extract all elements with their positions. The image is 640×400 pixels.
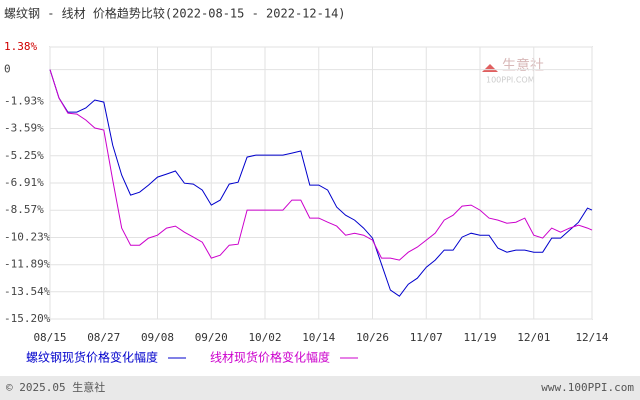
y-tick-label: -8.57% xyxy=(4,203,44,216)
chart-title: 螺纹钢 - 线材 价格趋势比较(2022-08-15 - 2022-12-14) xyxy=(4,6,346,21)
x-tick-label: 12/14 xyxy=(575,331,608,344)
x-tick-label: 10/02 xyxy=(248,331,281,344)
y-tick-label: -13.54% xyxy=(4,285,51,298)
x-tick-label: 09/20 xyxy=(195,331,228,344)
y-tick-label: -11.89% xyxy=(4,258,51,271)
y-tick-label: 0 xyxy=(4,63,11,76)
x-tick-label: 08/15 xyxy=(33,331,66,344)
y-tick-label: -15.20% xyxy=(4,312,51,325)
watermark-sub: 100PPI.COM xyxy=(486,76,535,85)
y-tick-label: 1.38% xyxy=(4,40,37,53)
footer-left: © 2025.05 生意社 xyxy=(6,380,105,394)
watermark: 生意社 xyxy=(502,57,544,74)
legend-label: 线材现货价格变化幅度 xyxy=(210,350,330,365)
x-tick-label: 12/01 xyxy=(517,331,550,344)
x-tick-label: 11/07 xyxy=(410,331,443,344)
y-tick-label: -1.93% xyxy=(4,94,44,107)
y-tick-label: -3.59% xyxy=(4,122,44,135)
x-tick-label: 10/14 xyxy=(302,331,335,344)
x-tick-label: 10/26 xyxy=(356,331,389,344)
footer-bar xyxy=(0,376,640,400)
legend-label: 螺纹钢现货价格变化幅度 xyxy=(26,350,158,365)
series-line xyxy=(49,69,593,297)
series-line xyxy=(49,69,593,261)
y-tick-label: -5.25% xyxy=(4,149,44,162)
footer-right: www.100PPI.com xyxy=(541,381,634,394)
y-tick-label: -10.23% xyxy=(4,230,51,243)
x-tick-label: 08/27 xyxy=(87,331,120,344)
y-tick-label: -6.91% xyxy=(4,176,44,189)
x-tick-label: 11/19 xyxy=(463,331,496,344)
x-tick-label: 09/08 xyxy=(141,331,174,344)
